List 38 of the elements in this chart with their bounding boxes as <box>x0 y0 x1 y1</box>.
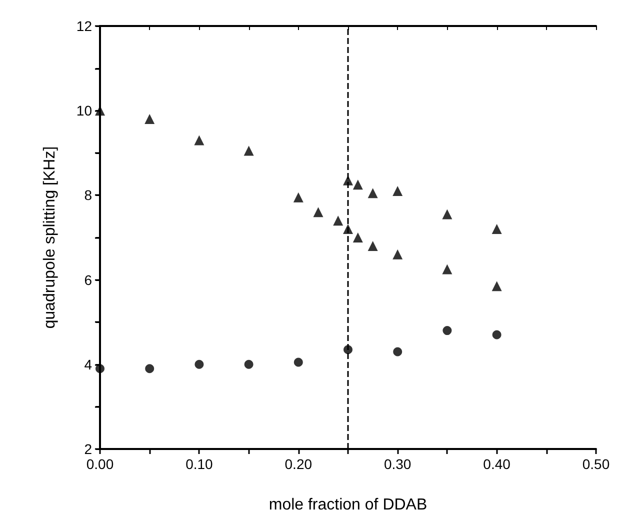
y-tick-label: 6 <box>84 272 92 288</box>
point <box>368 240 378 251</box>
point <box>492 330 502 340</box>
y-tick-label: 12 <box>76 18 92 34</box>
x-tick-label: 0.40 <box>483 456 511 472</box>
point <box>442 209 452 220</box>
x-tick-label: 0.00 <box>86 456 114 472</box>
x-axis-title: mole fraction of DDAB <box>268 496 428 514</box>
point <box>368 188 378 198</box>
point <box>313 207 324 218</box>
point <box>392 186 403 196</box>
point <box>96 364 104 374</box>
point <box>293 192 304 202</box>
x-tick-label: 0.50 <box>582 456 610 472</box>
x-tick-label: 0.20 <box>284 456 312 472</box>
point <box>194 135 204 146</box>
point <box>144 114 155 124</box>
y-tick-label: 2 <box>84 441 92 457</box>
point <box>393 347 402 356</box>
point <box>442 264 452 274</box>
point <box>492 281 502 292</box>
point <box>352 232 363 242</box>
point <box>244 360 254 369</box>
y-axis-title: quadrupole splitting [KHz] <box>42 146 58 329</box>
point <box>294 358 303 367</box>
point <box>442 326 452 336</box>
point <box>244 146 254 156</box>
x-tick-label: 0.10 <box>186 456 214 472</box>
point <box>194 360 204 369</box>
y-tick-label: 10 <box>76 102 92 119</box>
y-tick-label: 8 <box>84 187 92 204</box>
point <box>352 180 363 190</box>
point <box>145 364 154 374</box>
x-tick-label: 0.30 <box>384 456 412 472</box>
point <box>333 216 344 226</box>
y-tick-label: 4 <box>84 356 92 372</box>
point <box>392 249 403 260</box>
point <box>492 224 502 234</box>
